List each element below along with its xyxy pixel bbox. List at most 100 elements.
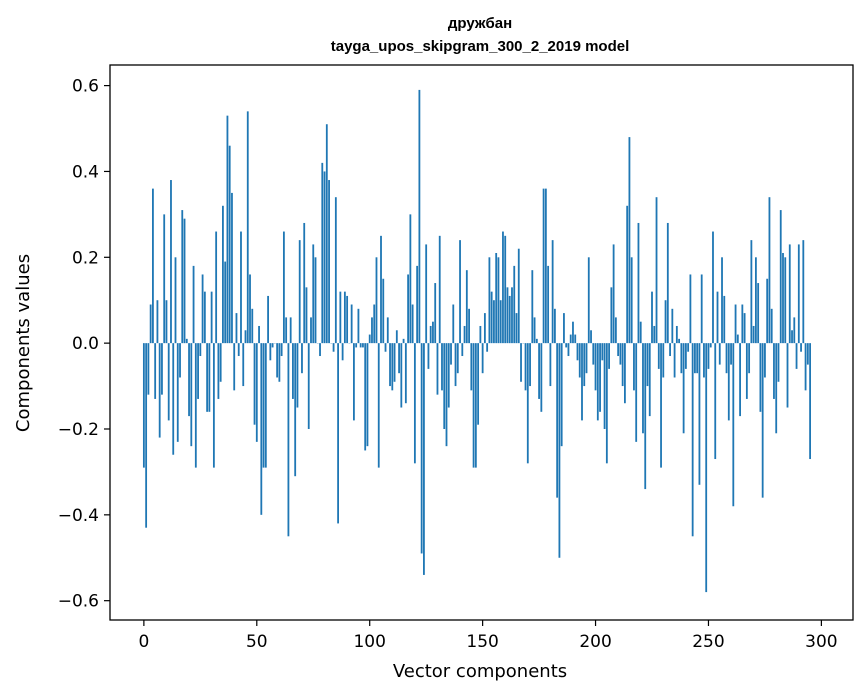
bar-241 (687, 343, 690, 352)
bar-253 (714, 343, 717, 460)
bar-87 (339, 291, 342, 344)
bar-40 (233, 343, 236, 391)
bar-119 (411, 304, 414, 344)
bar-139 (456, 343, 459, 374)
bar-233 (669, 343, 671, 357)
bar-243 (691, 343, 694, 537)
bar-285 (786, 343, 789, 408)
bar-199 (592, 343, 595, 365)
bar-101 (371, 317, 373, 344)
bar-221 (642, 343, 644, 434)
bar-98 (364, 343, 367, 451)
x-tick-label-150: 150 (466, 632, 498, 652)
bar-133 (443, 343, 446, 429)
bar-132 (441, 343, 443, 391)
bar-141 (461, 343, 464, 357)
bar-90 (346, 295, 349, 344)
bar-211 (619, 343, 622, 365)
bar-182 (553, 308, 556, 344)
chart-title: дружбан (448, 15, 512, 32)
bar-74 (310, 317, 312, 344)
bar-180 (549, 343, 552, 387)
bar-1 (145, 343, 148, 528)
bar-3 (149, 304, 152, 344)
bar-102 (373, 304, 376, 344)
bar-269 (750, 240, 753, 344)
bar-252 (712, 231, 714, 344)
x-tick-label-100: 100 (353, 632, 385, 652)
bar-171 (529, 343, 531, 387)
bar-106 (382, 278, 385, 344)
bar-108 (386, 317, 389, 344)
bar-15 (176, 343, 179, 442)
bar-218 (635, 343, 638, 442)
bar-96 (359, 343, 362, 348)
bar-88 (341, 343, 344, 361)
bar-198 (590, 330, 592, 344)
bar-154 (490, 291, 493, 344)
x-tick-label-50: 50 (246, 632, 268, 652)
bar-13 (172, 343, 175, 455)
bar-258 (725, 343, 728, 374)
bar-6 (156, 300, 159, 344)
bar-223 (646, 343, 649, 387)
bar-16 (179, 343, 181, 378)
bar-32 (215, 231, 218, 344)
bar-213 (624, 343, 626, 404)
bar-239 (682, 343, 685, 434)
bar-288 (793, 317, 796, 344)
bar-270 (752, 325, 755, 344)
bar-147 (474, 343, 477, 468)
bar-216 (630, 257, 633, 344)
x-tick-label-300: 300 (805, 632, 837, 652)
bar-46 (246, 111, 249, 344)
bar-175 (538, 343, 540, 399)
bar-240 (684, 343, 687, 369)
bar-135 (447, 343, 450, 408)
bar-162 (508, 295, 511, 344)
bar-45 (244, 330, 247, 344)
bar-93 (353, 343, 355, 421)
bar-27 (203, 291, 206, 344)
x-tick-label-200: 200 (579, 632, 611, 652)
bar-23 (194, 343, 197, 468)
bar-214 (626, 205, 629, 344)
bar-62 (282, 231, 285, 344)
bar-261 (732, 343, 735, 507)
bar-178 (544, 188, 547, 344)
x-axis-label: Vector components (393, 661, 567, 682)
bar-136 (450, 343, 452, 365)
bar-250 (707, 343, 710, 369)
bar-238 (680, 343, 683, 374)
bar-69 (298, 240, 301, 344)
bar-197 (587, 257, 590, 344)
bar-44 (242, 343, 245, 387)
bar-99 (366, 343, 369, 447)
bar-159 (502, 231, 504, 344)
bar-263 (736, 334, 739, 344)
bar-280 (775, 343, 778, 434)
bar-0 (142, 343, 145, 468)
bar-282 (779, 210, 782, 344)
bar-170 (526, 343, 529, 464)
bar-111 (393, 343, 396, 382)
bar-150 (481, 343, 484, 374)
bar-190 (572, 321, 574, 344)
bar-114 (400, 343, 403, 408)
bar-246 (698, 343, 701, 485)
bar-36 (224, 261, 227, 344)
bar-172 (531, 270, 534, 344)
bar-11 (167, 343, 170, 421)
bar-227 (655, 197, 658, 344)
bar-35 (222, 205, 224, 344)
bar-251 (709, 343, 712, 348)
bar-125 (425, 244, 428, 344)
bar-55 (267, 295, 269, 344)
bar-120 (413, 343, 416, 464)
y-tick-label-2: −0.2 (58, 420, 99, 440)
y-axis: −0.6 −0.4 −0.2 0.0 0.2 0.4 0.6 (58, 77, 110, 612)
bar-94 (355, 343, 358, 348)
bar-80 (323, 171, 326, 344)
y-tick-label-4: 0.2 (72, 248, 99, 268)
bar-5 (154, 343, 157, 399)
